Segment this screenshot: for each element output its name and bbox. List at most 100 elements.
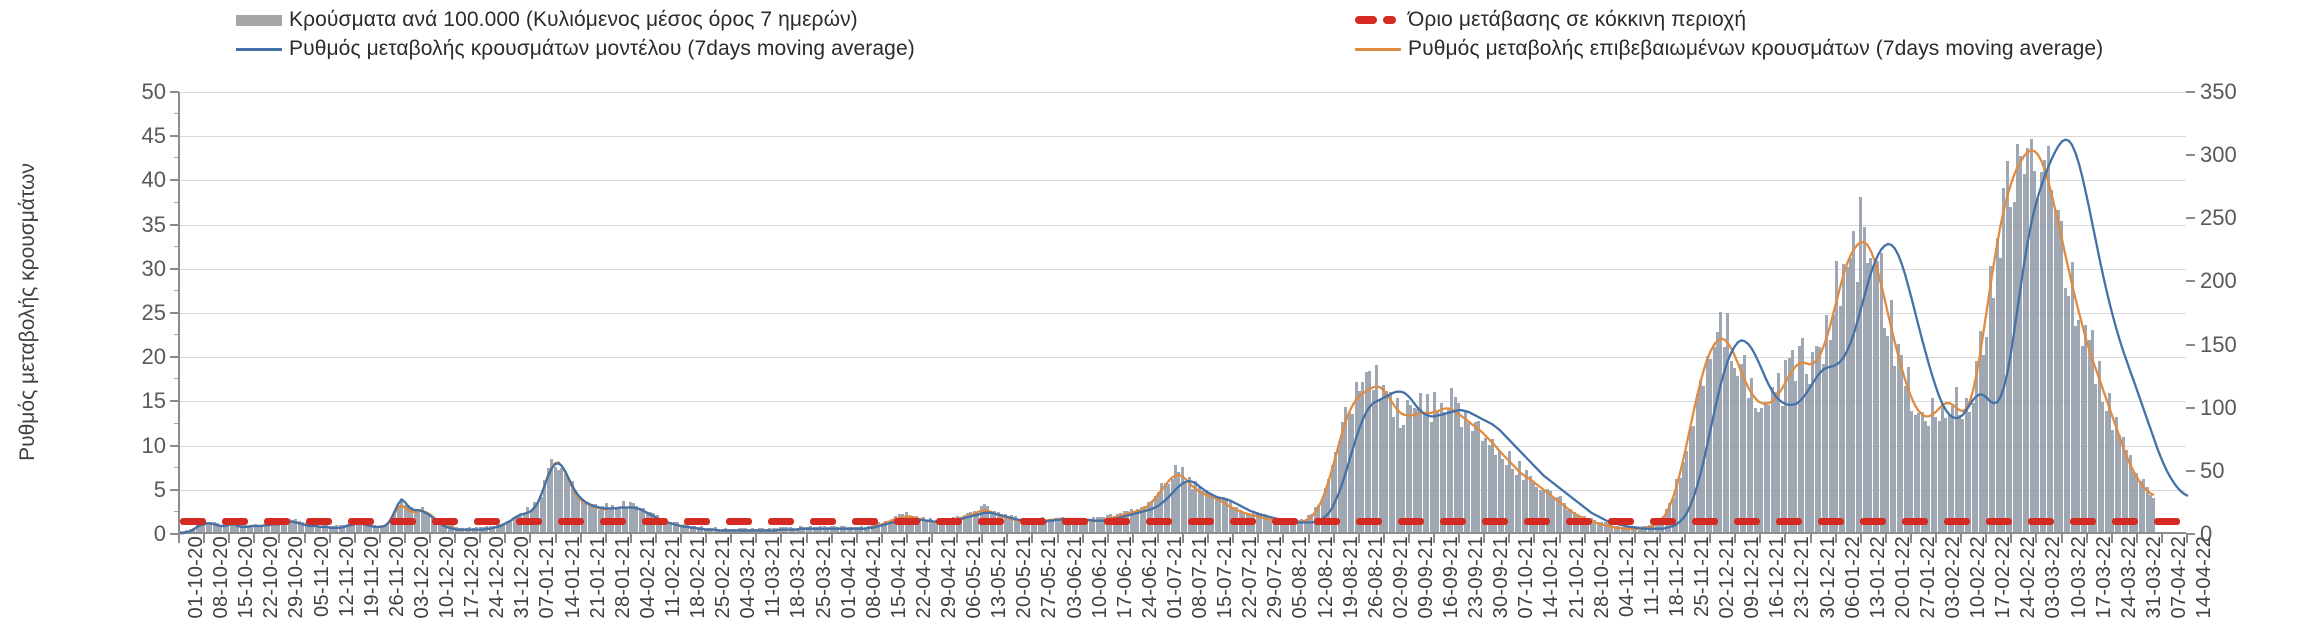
bar — [1606, 523, 1610, 532]
x-axis-tick-label: 05-11-20 — [310, 536, 333, 617]
threshold-dash — [1902, 517, 1928, 525]
bar — [1688, 426, 1692, 532]
bar — [1733, 367, 1737, 532]
bar — [2108, 392, 2112, 532]
bar — [216, 523, 219, 532]
bar — [2036, 197, 2040, 532]
bar — [1136, 509, 1140, 532]
x-axis-tick-mark — [755, 534, 758, 543]
y-axis-minor-tick — [174, 466, 179, 468]
bar — [1695, 393, 1699, 532]
y-axis-tick-label: 40 — [141, 167, 166, 193]
bar — [2070, 261, 2074, 532]
x-axis-tick-mark — [1106, 534, 1109, 543]
bar — [1395, 397, 1399, 532]
legend-item-cases-per-100k[interactable]: Κρούσματα ανά 100.000 (Κυλιόμενος μέσος … — [236, 8, 858, 32]
bar — [222, 524, 226, 532]
x-axis-tick-label: 26-08-21 — [1364, 536, 1387, 619]
bar — [1964, 397, 1968, 532]
bar — [2121, 436, 2125, 532]
bar — [931, 520, 935, 532]
bar — [1300, 518, 1304, 532]
y-axis-tick-label: 30 — [141, 255, 166, 281]
threshold-dash — [1146, 517, 1172, 525]
bar — [1930, 398, 1934, 532]
y-axis-tick-label: 35 — [141, 211, 166, 237]
bar — [1044, 519, 1048, 532]
x-axis-labels: 01-10-20 08-10-20 15-10-20 22-10-20 29-10-20… — [178, 536, 2215, 641]
y-axis-tick-mark — [170, 223, 179, 226]
bar — [2022, 174, 2026, 532]
bar — [239, 524, 243, 532]
x-axis-tick-label: 16-09-21 — [1440, 536, 1462, 619]
bar — [236, 523, 240, 532]
bar — [1283, 520, 1287, 532]
legend-item-confirmed-change-rate[interactable]: Ρυθμός μεταβολής επιβεβαιωμένων κρουσμάτ… — [1355, 37, 2103, 61]
bar — [1518, 460, 1522, 532]
bar — [2131, 472, 2135, 532]
bar — [969, 511, 973, 532]
bar — [195, 525, 199, 532]
bar — [270, 522, 274, 532]
bar — [328, 526, 332, 532]
x-axis-tick-mark — [1558, 534, 1561, 543]
bar — [1180, 466, 1184, 532]
y2-axis-tick-label: 150 — [2200, 331, 2237, 357]
threshold-dash — [222, 517, 248, 525]
bar — [1330, 465, 1334, 532]
bar — [1354, 381, 1358, 532]
x-axis-tick-label: 10-03-22 — [2067, 536, 2090, 619]
x-axis-tick-label: 16-12-21 — [1766, 536, 1789, 619]
threshold-line-red-zone — [180, 517, 2188, 525]
bar — [1719, 311, 1723, 532]
x-axis-tick-mark — [931, 534, 933, 543]
bar — [1555, 497, 1559, 532]
bar — [1064, 518, 1068, 532]
bar — [1552, 497, 1556, 532]
legend-item-red-zone-threshold[interactable]: Όριο μετάβασης σε κόκκινη περιοχή — [1355, 8, 1746, 32]
bar — [314, 524, 318, 532]
bar — [635, 506, 639, 532]
bar — [1794, 380, 1798, 532]
x-axis-tick-label: 31-03-22 — [2142, 536, 2165, 619]
bar — [256, 524, 260, 532]
y2-axis-tick-label: 250 — [2200, 205, 2237, 231]
x-axis-tick-label: 24-03-22 — [2117, 536, 2140, 619]
legend-item-model-change-rate[interactable]: Ρυθμός μεταβολής κρουσμάτων μοντέλου (7d… — [236, 37, 915, 61]
bar — [505, 521, 509, 532]
bar — [1020, 518, 1024, 532]
bar — [689, 526, 693, 532]
threshold-dash — [684, 517, 710, 525]
x-axis-tick-mark — [1332, 534, 1335, 543]
y-axis-minor-tick — [174, 289, 179, 291]
x-axis-tick-label: 15-10-20 — [235, 536, 258, 619]
bar — [1262, 514, 1266, 532]
y-axis-tick-label: 5 — [153, 476, 166, 502]
bar — [2091, 330, 2095, 532]
threshold-dash — [306, 517, 332, 525]
bar — [2111, 429, 2115, 532]
bar — [1259, 513, 1263, 532]
bar — [1903, 386, 1907, 532]
threshold-dash — [1188, 517, 1214, 525]
x-axis-tick-mark — [479, 534, 482, 543]
bar — [597, 509, 601, 532]
bar — [1811, 351, 1815, 532]
y-axis-tick-mark — [170, 533, 179, 535]
bar — [280, 522, 284, 532]
bar — [1917, 412, 1921, 532]
bar — [1791, 350, 1795, 532]
bar — [631, 502, 635, 532]
bar — [2145, 486, 2149, 532]
bar — [1412, 407, 1416, 532]
y2-axis-tick-label: 300 — [2200, 142, 2237, 168]
bar — [1801, 337, 1805, 532]
blue-line-swatch-icon — [236, 38, 282, 60]
x-axis-tick-mark — [303, 534, 306, 543]
y2-axis-tick-label: 350 — [2200, 79, 2237, 104]
bar — [301, 521, 305, 532]
bar — [628, 501, 632, 532]
x-axis-tick-label: 15-04-21 — [887, 536, 910, 619]
threshold-dash — [1104, 517, 1130, 525]
bar — [2029, 139, 2033, 532]
